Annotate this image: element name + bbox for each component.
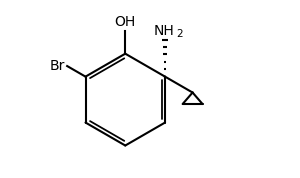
Text: OH: OH bbox=[115, 15, 136, 29]
Text: 2: 2 bbox=[176, 29, 183, 39]
Text: NH: NH bbox=[154, 24, 175, 38]
Text: Br: Br bbox=[50, 59, 65, 73]
